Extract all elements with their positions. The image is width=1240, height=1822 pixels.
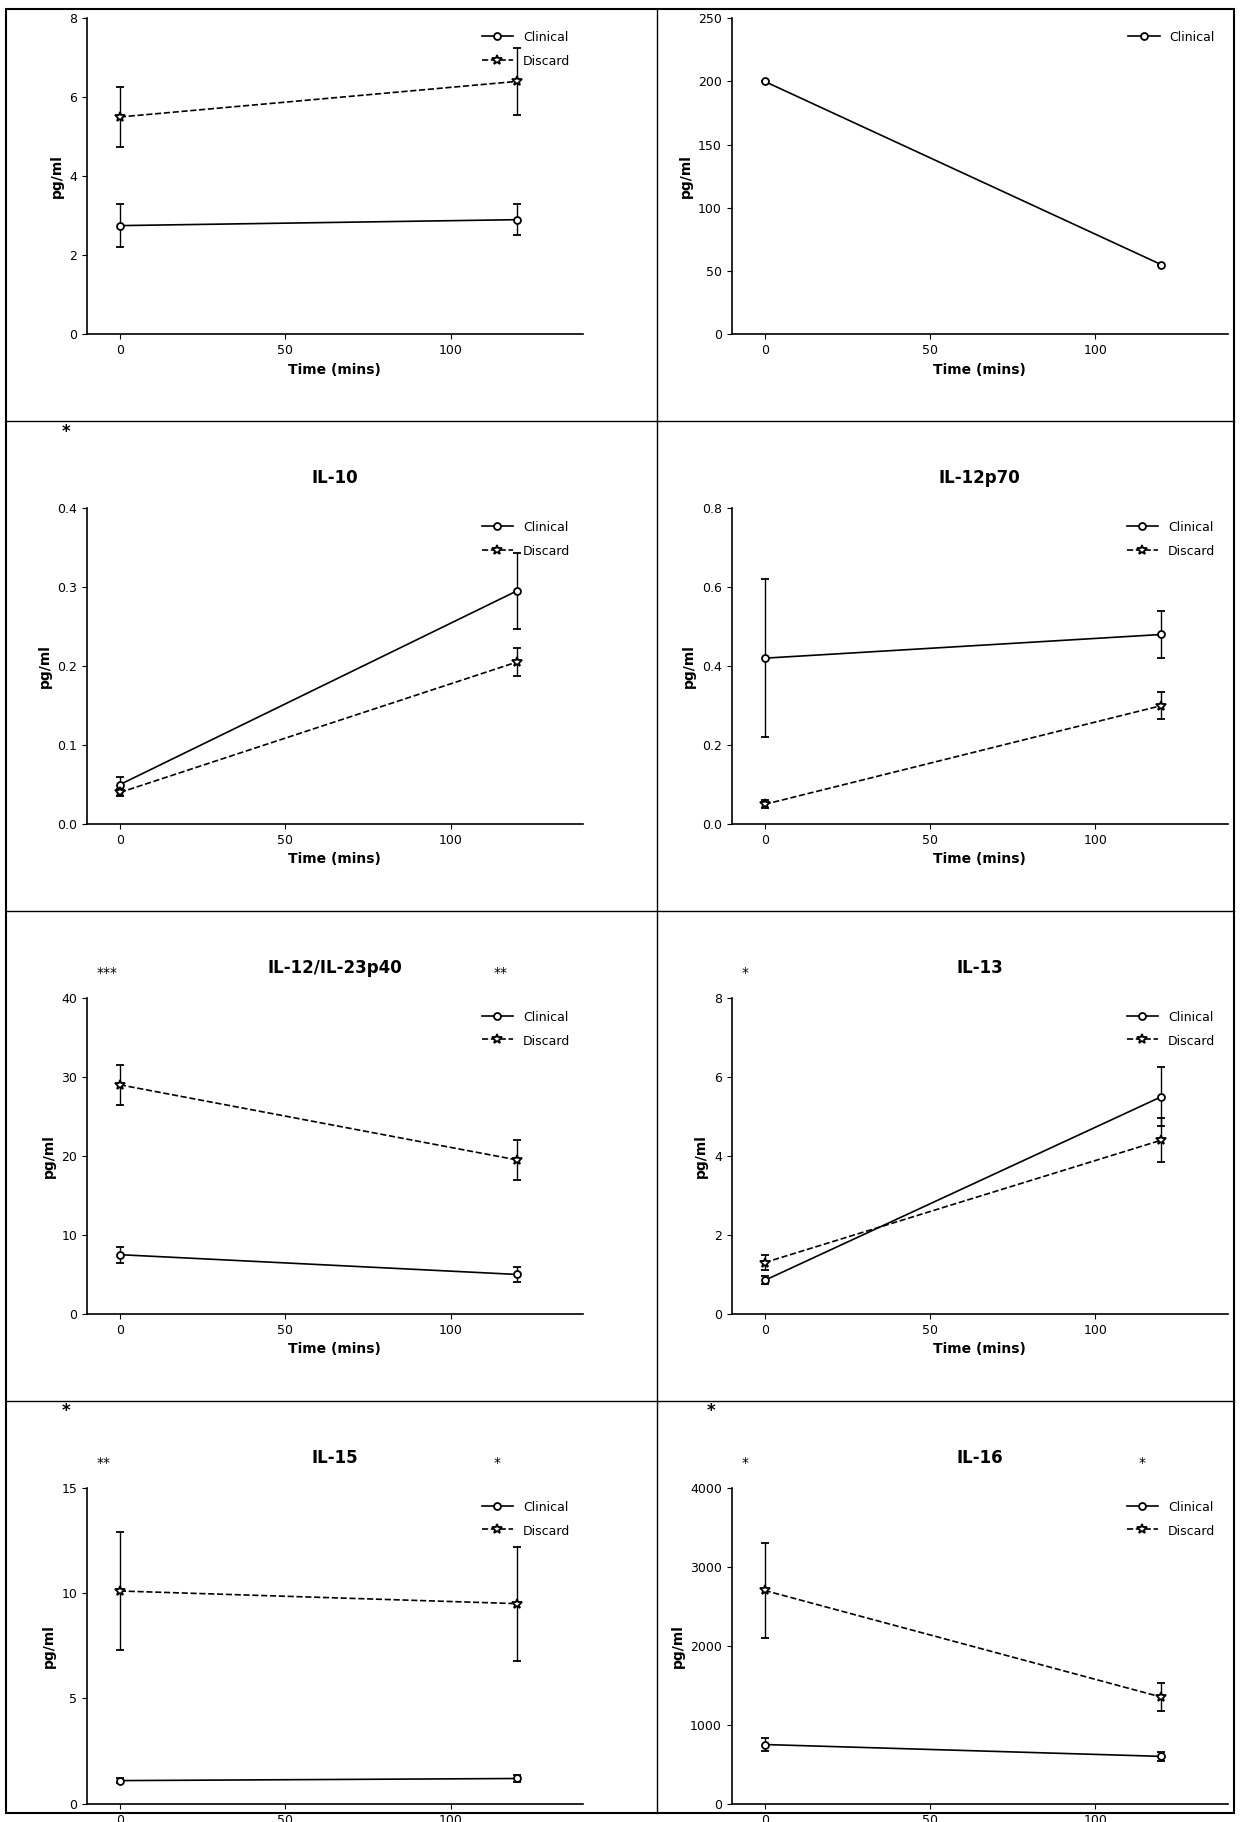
Text: *: * [742,1456,749,1470]
X-axis label: Time (mins): Time (mins) [934,1343,1025,1356]
Text: ***: *** [97,966,118,980]
Legend: Clinical, Discard: Clinical, Discard [476,1004,577,1053]
Legend: Clinical, Discard: Clinical, Discard [476,1494,577,1543]
Text: *: * [62,1403,71,1421]
Text: *: * [742,966,749,980]
Title: IL-12/IL-23p40: IL-12/IL-23p40 [268,958,402,977]
Text: *: * [1138,1456,1146,1470]
Y-axis label: pg/ml: pg/ml [678,155,692,199]
Legend: Clinical, Discard: Clinical, Discard [1121,1494,1221,1543]
Title: IL-12p70: IL-12p70 [939,468,1021,486]
Legend: Clinical, Discard: Clinical, Discard [1121,514,1221,565]
X-axis label: Time (mins): Time (mins) [289,853,381,867]
Legend: Clinical: Clinical [1122,24,1221,51]
Legend: Clinical, Discard: Clinical, Discard [476,24,577,75]
Y-axis label: pg/ml: pg/ml [42,1623,56,1667]
X-axis label: Time (mins): Time (mins) [934,853,1025,867]
Title: IL-15: IL-15 [311,1448,358,1467]
Y-axis label: pg/ml: pg/ml [682,645,697,689]
X-axis label: Time (mins): Time (mins) [289,363,381,377]
X-axis label: Time (mins): Time (mins) [289,1343,381,1356]
Y-axis label: pg/ml: pg/ml [42,1133,56,1177]
Text: **: ** [97,1456,110,1470]
Text: *: * [62,423,71,441]
Legend: Clinical, Discard: Clinical, Discard [476,514,577,565]
Y-axis label: pg/ml: pg/ml [671,1623,684,1667]
Title: IL-10: IL-10 [311,468,358,486]
Y-axis label: pg/ml: pg/ml [50,155,63,199]
Text: *: * [494,1456,501,1470]
X-axis label: Time (mins): Time (mins) [934,363,1025,377]
Text: **: ** [494,966,507,980]
Text: *: * [707,1403,715,1421]
Y-axis label: pg/ml: pg/ml [37,645,52,689]
Y-axis label: pg/ml: pg/ml [694,1133,708,1177]
Title: IL-13: IL-13 [956,958,1003,977]
Legend: Clinical, Discard: Clinical, Discard [1121,1004,1221,1053]
Title: IL-16: IL-16 [956,1448,1003,1467]
